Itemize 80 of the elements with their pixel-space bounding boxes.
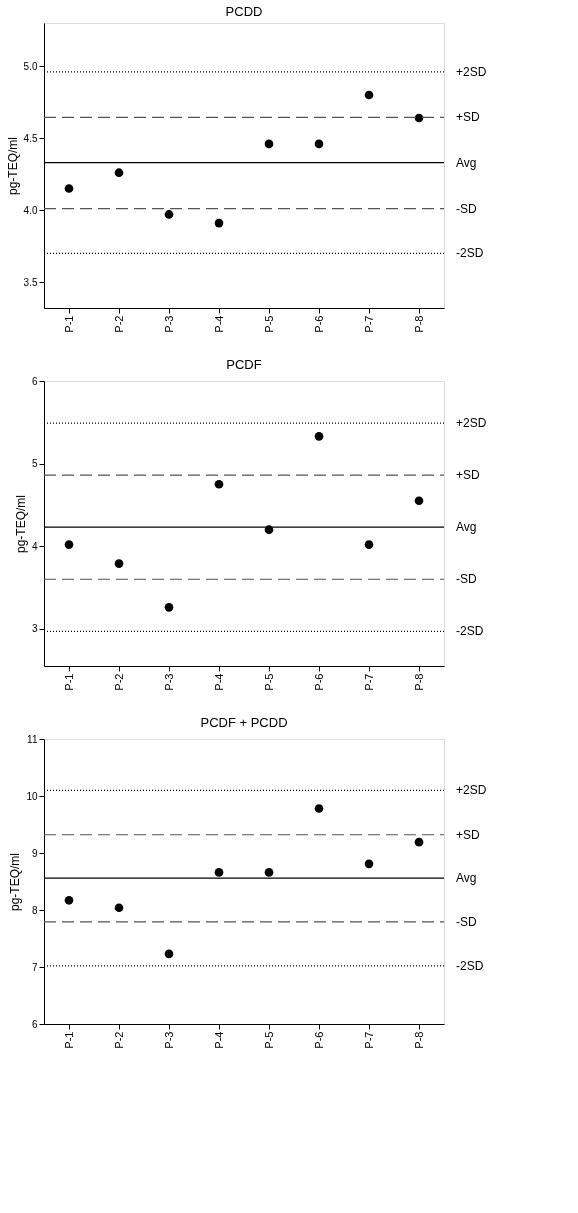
- chart-title: PCDF: [226, 357, 262, 372]
- ref-line-label: +SD: [456, 827, 481, 842]
- point: [414, 496, 424, 506]
- point: [114, 559, 124, 568]
- ref-line-label: +2SD: [456, 64, 487, 79]
- y-tick-label: 3.5: [23, 276, 38, 288]
- ref-line-label: -2SD: [456, 958, 484, 973]
- point: [314, 139, 324, 149]
- y-tick-label: 4.5: [23, 132, 38, 144]
- point: [164, 603, 174, 612]
- point: [214, 868, 224, 877]
- point: [164, 210, 174, 219]
- x-tick-label: P-6: [312, 315, 325, 333]
- y-tick-label: 5.0: [23, 60, 38, 72]
- ref-line-label: +SD: [456, 468, 481, 483]
- x-tick-label: P-6: [312, 673, 325, 691]
- y-tick-label: 7: [31, 961, 38, 973]
- ref-line-label: +2SD: [456, 783, 487, 798]
- x-tick-label: P-6: [312, 1031, 325, 1049]
- y-tick-label: 10: [26, 790, 38, 802]
- x-tick-label: P-2: [112, 673, 125, 691]
- chart-title: PCDD: [225, 4, 263, 19]
- x-tick-label: P-2: [112, 1031, 125, 1049]
- y-axis-title: pg-TEQ/ml: [5, 136, 20, 196]
- point: [114, 168, 124, 178]
- point: [164, 949, 174, 959]
- x-tick-label: P-5: [262, 315, 275, 333]
- ref-line-label: Avg: [456, 520, 477, 535]
- point: [364, 859, 374, 869]
- y-tick-label: 9: [31, 847, 38, 859]
- point: [364, 540, 374, 549]
- x-tick-label: P-1: [62, 673, 75, 691]
- y-tick-label: 11: [27, 733, 38, 745]
- y-tick-label: 3: [31, 623, 38, 635]
- point: [114, 903, 124, 913]
- point: [264, 868, 274, 877]
- x-tick-label: P-3: [162, 1031, 175, 1049]
- x-tick-label: P-3: [162, 315, 175, 333]
- x-tick-label: P-4: [212, 315, 225, 333]
- point: [64, 184, 74, 193]
- point: [314, 432, 324, 441]
- x-tick-label: P-4: [212, 673, 225, 691]
- y-tick-label: 4.0: [23, 204, 38, 216]
- y-tick-label: 6: [31, 375, 38, 387]
- ref-line-label: +2SD: [456, 416, 487, 431]
- ref-line-label: -SD: [456, 572, 477, 587]
- x-tick-label: P-5: [262, 1031, 275, 1049]
- y-axis-title: pg-TEQ/ml: [13, 494, 28, 554]
- x-tick-label: P-7: [362, 673, 375, 691]
- ref-line-label: -2SD: [456, 246, 484, 261]
- point: [264, 139, 274, 149]
- y-axis-title: pg-TEQ/ml: [8, 852, 23, 912]
- point: [314, 804, 324, 813]
- ref-line-label: Avg: [456, 155, 477, 170]
- x-tick-label: P-5: [262, 673, 275, 691]
- x-tick-label: P-1: [62, 315, 75, 333]
- x-tick-label: P-4: [212, 1031, 225, 1049]
- y-tick-label: 4: [31, 540, 38, 552]
- x-tick-label: P-8: [412, 1031, 425, 1049]
- ref-line-label: -SD: [456, 914, 477, 929]
- point: [64, 540, 74, 549]
- ref-line-label: -2SD: [456, 624, 484, 639]
- x-tick-label: P-8: [412, 673, 425, 691]
- ref-line-label: +SD: [456, 110, 481, 125]
- point: [214, 479, 224, 489]
- x-tick-label: P-3: [162, 673, 175, 691]
- point: [214, 218, 224, 228]
- x-tick-label: P-8: [412, 315, 425, 333]
- y-tick-label: 6: [31, 1018, 38, 1030]
- chart-title: PCDF + PCDD: [200, 715, 288, 730]
- x-tick-label: P-2: [112, 315, 125, 333]
- y-tick-label: 8: [31, 904, 38, 916]
- point: [414, 837, 424, 847]
- x-tick-label: P-7: [362, 1031, 375, 1049]
- ref-line-label: Avg: [456, 871, 477, 886]
- y-tick-label: 5: [31, 458, 38, 470]
- ref-line-label: -SD: [456, 201, 477, 216]
- x-tick-label: P-7: [362, 315, 375, 333]
- point: [64, 895, 74, 905]
- x-tick-label: P-1: [62, 1031, 75, 1049]
